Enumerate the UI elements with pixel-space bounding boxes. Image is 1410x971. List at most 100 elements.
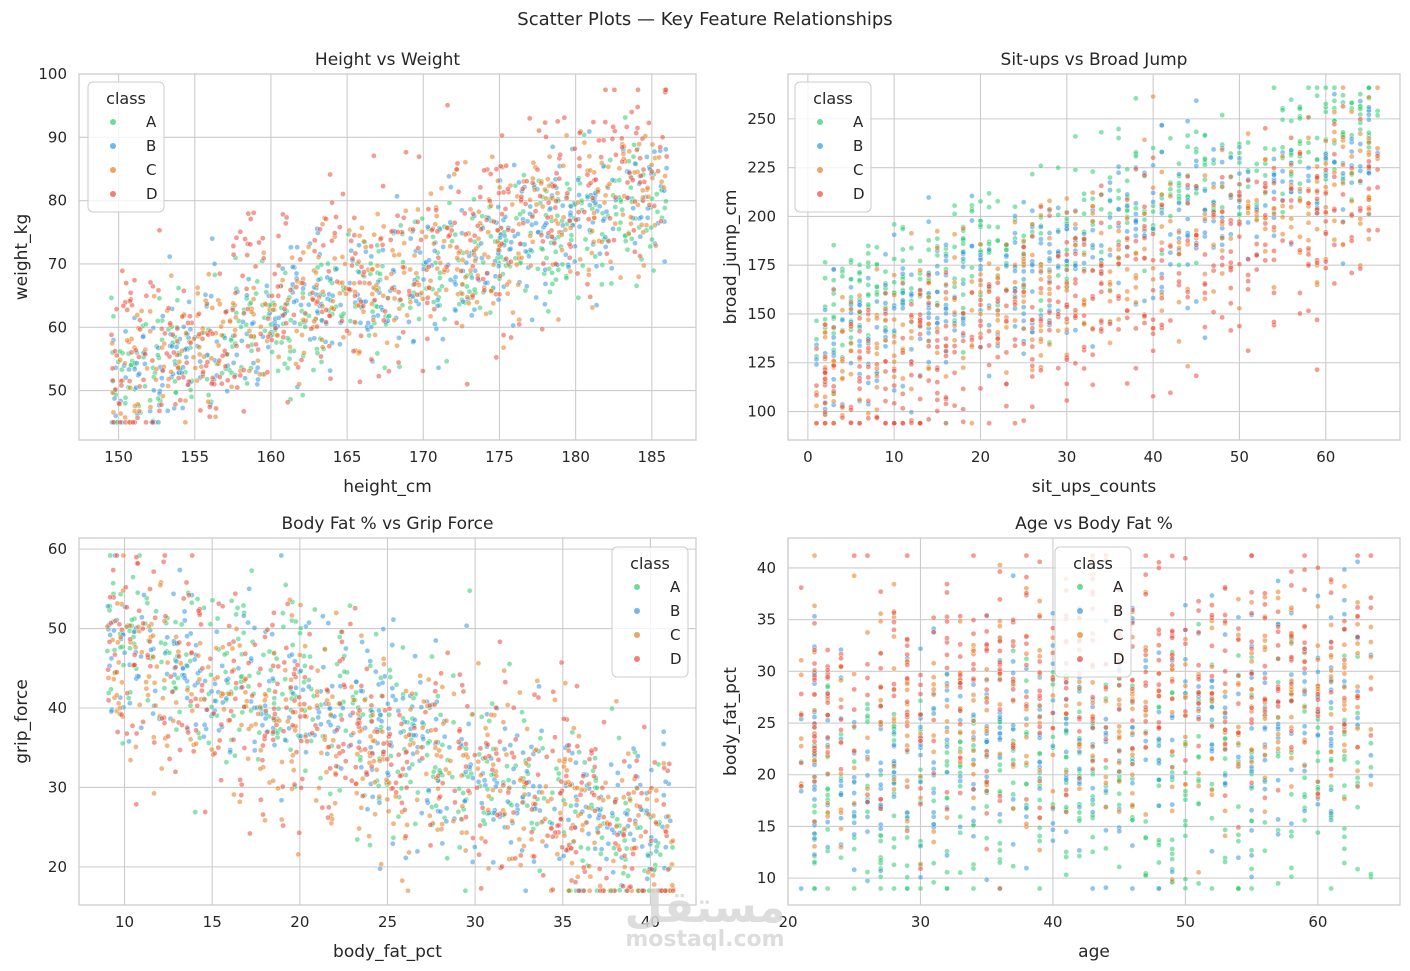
point-D [1029, 317, 1036, 323]
point-D [1271, 165, 1277, 171]
point-B [478, 800, 485, 806]
point-C [472, 258, 478, 264]
point-D [411, 725, 418, 731]
point-D [323, 319, 329, 325]
x-tick-label: 40 [1144, 448, 1163, 466]
point-D [986, 420, 992, 427]
point-C [1357, 147, 1364, 154]
point-D [1348, 165, 1355, 171]
point-C [638, 833, 644, 840]
point-A [443, 358, 450, 365]
point-D [1374, 184, 1381, 191]
point-B [271, 742, 278, 748]
point-C [1297, 186, 1303, 192]
point-D [813, 392, 820, 399]
legend-label-D: D [853, 185, 865, 203]
point-B [135, 673, 142, 680]
point-C [969, 420, 975, 427]
point-D [342, 758, 349, 765]
point-A [654, 208, 661, 215]
point-B [439, 840, 446, 847]
point-D [291, 671, 297, 677]
point-D [619, 135, 625, 142]
point-D [158, 401, 165, 408]
point-B [1081, 260, 1087, 266]
point-D [638, 172, 644, 179]
point-A [486, 718, 493, 724]
point-B [551, 806, 558, 812]
point-C [497, 788, 504, 794]
point-C [1107, 268, 1113, 275]
x-tick-label: 15 [203, 913, 222, 931]
point-C [612, 220, 619, 227]
point-D [352, 293, 358, 299]
point-D [283, 645, 290, 651]
point-D [462, 231, 469, 238]
point-C [1150, 276, 1156, 283]
point-C [306, 705, 313, 711]
point-A [549, 281, 556, 287]
point-D [183, 579, 190, 586]
point-C [339, 254, 346, 260]
point-B [211, 260, 218, 267]
point-C [246, 368, 253, 374]
point-A [450, 719, 457, 726]
point-D [452, 799, 458, 806]
point-C [443, 287, 450, 293]
point-C [374, 211, 381, 217]
point-A [439, 283, 445, 290]
point-C [874, 350, 880, 357]
point-B [663, 844, 669, 851]
point-D [1323, 190, 1329, 197]
point-C [528, 836, 535, 843]
point-C [404, 822, 410, 828]
point-A [107, 552, 113, 559]
point-C [1064, 209, 1070, 216]
point-B [624, 811, 630, 818]
point-D [1081, 236, 1087, 242]
point-B [462, 769, 469, 775]
point-D [211, 750, 218, 757]
point-B [1331, 159, 1338, 165]
point-D [345, 286, 352, 292]
point-D [607, 821, 613, 828]
point-C [433, 739, 439, 745]
point-A [1176, 188, 1182, 194]
point-C [986, 305, 992, 312]
point-D [290, 709, 296, 716]
point-B [865, 275, 872, 281]
point-C [488, 712, 495, 718]
point-C [1279, 214, 1286, 220]
point-C [451, 691, 457, 697]
point-C [227, 318, 233, 325]
point-B [122, 328, 129, 335]
point-A [105, 690, 112, 696]
point-C [220, 691, 226, 697]
point-C [1107, 288, 1113, 294]
point-A [856, 269, 863, 276]
point-A [269, 349, 275, 355]
point-D [156, 408, 163, 414]
point-D [1055, 311, 1061, 318]
point-D [358, 332, 364, 339]
point-C [527, 197, 533, 203]
point-C [484, 732, 491, 738]
point-C [977, 311, 984, 317]
point-C [670, 837, 676, 844]
point-A [1098, 129, 1105, 136]
point-D [388, 761, 395, 768]
point-B [891, 327, 898, 334]
point-B [507, 742, 514, 748]
point-C [669, 861, 675, 868]
point-D [184, 724, 190, 731]
point-D [908, 420, 915, 426]
point-C [549, 195, 556, 201]
point-D [925, 343, 932, 350]
point-A [341, 668, 348, 675]
point-B [645, 852, 652, 859]
x-tick-label: 155 [180, 448, 209, 466]
point-D [116, 401, 123, 407]
point-C [545, 176, 551, 182]
point-C [496, 184, 503, 191]
point-B [608, 761, 615, 768]
